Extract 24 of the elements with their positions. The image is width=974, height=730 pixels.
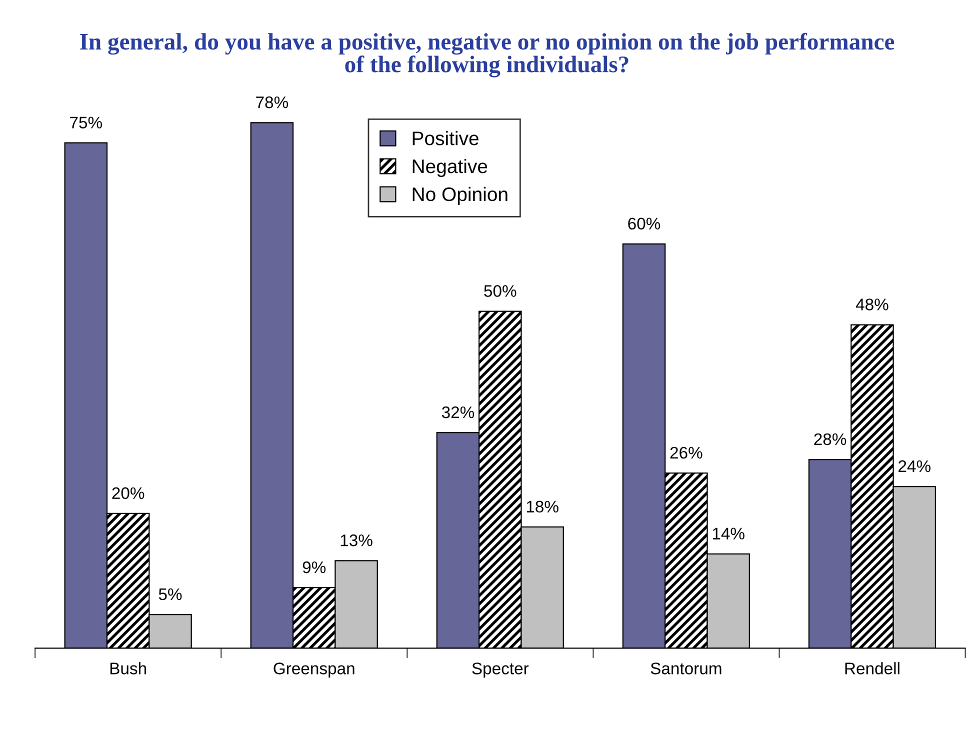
legend-label: Positive — [412, 130, 478, 146]
data-label: 18% — [526, 500, 558, 513]
x-tick-label: Santorum — [650, 662, 722, 674]
data-label: 32% — [442, 406, 474, 418]
data-label: 75% — [70, 116, 102, 128]
data-label: 14% — [712, 528, 744, 540]
data-label: 78% — [256, 96, 288, 108]
data-label: 50% — [484, 285, 516, 297]
data-label: 13% — [340, 534, 372, 546]
data-label: 5% — [158, 588, 182, 600]
x-tick-label: Specter — [472, 662, 529, 678]
data-label: 26% — [670, 446, 702, 459]
data-label: 9% — [302, 561, 326, 574]
data-label: 20% — [112, 487, 144, 500]
x-tick-label: Bush — [110, 662, 146, 674]
data-label: 48% — [856, 298, 888, 310]
data-label: 24% — [898, 460, 930, 472]
x-tick-label: Greenspan — [274, 662, 354, 678]
data-label: 60% — [628, 218, 660, 230]
chart-title: In general, do you have a positive, negative or no opinion on the job performance of the following individuals? — [80, 32, 894, 78]
legend-label: Negative — [412, 158, 488, 178]
legend-label: No Opinion — [412, 186, 508, 206]
data-label: 28% — [814, 433, 846, 446]
x-tick-label: Rendell — [845, 662, 900, 674]
